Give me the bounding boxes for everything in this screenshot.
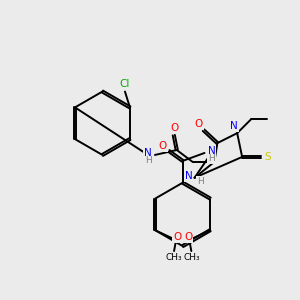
Text: N: N [185,171,193,181]
Text: O: O [194,119,203,129]
Text: CH₃: CH₃ [183,254,200,262]
Text: O: O [184,232,193,242]
Text: Cl: Cl [120,79,130,88]
Text: O: O [159,141,167,151]
Text: N: N [144,148,152,158]
Text: H: H [145,156,152,165]
Text: N: N [230,121,238,131]
Text: N: N [208,146,215,156]
Text: S: S [265,152,271,162]
Text: O: O [173,232,181,242]
Text: H: H [197,177,204,186]
Text: CH₃: CH₃ [166,254,182,262]
Text: H: H [208,154,215,164]
Text: O: O [171,123,179,133]
